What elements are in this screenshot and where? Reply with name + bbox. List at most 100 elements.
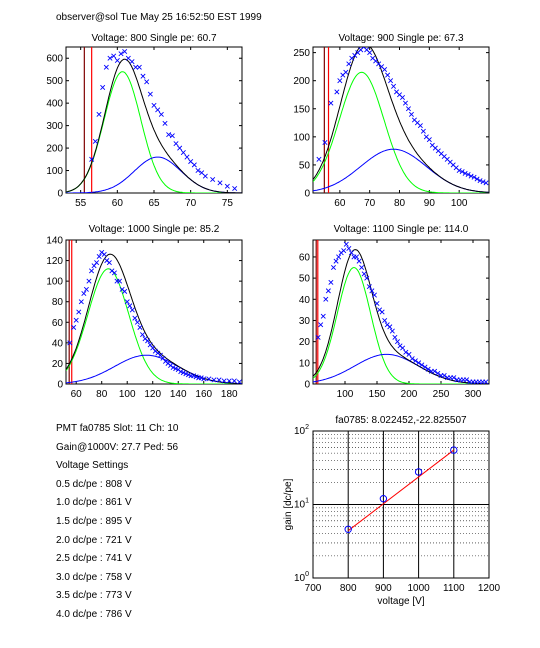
y-tick-label: 20 [299,337,311,348]
data-point [367,50,373,56]
x-tick-label: 900 [375,583,392,594]
data-point [170,365,176,371]
data-point [392,334,398,340]
total-fit [313,47,489,193]
x-tick-label: 300 [465,389,482,400]
data-point [132,315,138,321]
data-point [328,100,334,106]
data-point [96,111,102,117]
data-point [136,64,142,70]
y-tick-label: 140 [46,236,63,247]
data-point [221,378,227,384]
data-point [334,89,340,95]
data-point [94,260,100,266]
data-point [195,168,201,174]
data-point [465,171,471,177]
setting-item: 3.0 dc/pe : 758 V [56,571,132,583]
x-tick-label: 70 [364,198,376,209]
y-tick-label: 200 [46,144,63,155]
data-point [180,150,186,156]
plot-frame [65,239,243,385]
data-point [92,138,98,144]
x-tick-label: 90 [424,198,436,209]
x-tick-label: 75 [222,198,234,209]
pmt-info-panel: PMT fa0785 Slot: 11 Ch: 10 Gain@1000V: 2… [56,420,178,625]
y-tick-label: 40 [299,295,311,306]
data-point [394,339,400,345]
data-point [111,53,117,59]
x-tick-label: 1100 [443,583,465,594]
data-point [330,265,336,271]
y-tick-label: 50 [299,274,311,285]
data-point [147,91,153,97]
data-point [316,156,322,162]
setting-item: 2.0 dc/pe : 721 V [56,534,132,546]
data-point [391,83,397,89]
y-tick-label: 50 [299,160,311,171]
data-point [183,371,189,377]
data-point [162,120,168,126]
data-point [371,292,377,298]
y-tick-label: 60 [52,318,64,329]
data-point [406,351,412,357]
plot-area [313,240,489,384]
x-tick-label: 180 [221,389,238,400]
data-point [144,79,150,85]
data-point [177,145,183,151]
data-point [323,296,329,302]
x-tick-label: 120 [144,389,161,400]
total-fit [66,58,242,193]
data-point [471,174,477,180]
data-point [420,128,426,134]
plot-2-title: Voltage: 900 Single pe: 67.3 [338,33,464,44]
data-point [124,299,130,305]
gain-data-point [344,525,352,533]
data-point [346,245,352,251]
data-point [180,370,186,376]
data-point [206,376,212,382]
data-point [474,176,480,182]
x-tick-label: 200 [401,389,418,400]
y-tick-label: 250 [293,48,310,59]
x-tick-label: 60 [71,389,83,400]
y-tick-label: 102 [294,424,309,437]
data-point [193,374,199,380]
x-axis-label: voltage [V] [377,596,424,607]
data-point [232,185,238,192]
x-tick-label: 80 [394,198,406,209]
data-point [140,332,146,338]
data-point [337,78,343,84]
plot-1-title: Voltage: 800 Single pe: 60.7 [91,33,217,44]
x-tick-label: 100 [451,198,468,209]
data-point [346,61,352,67]
data-point [166,132,172,138]
data-point [88,268,95,274]
data-point [356,258,362,264]
data-point [432,368,438,374]
data-point [409,356,415,362]
x-tick-label: 55 [75,198,87,209]
data-point [216,377,222,383]
data-point [382,317,388,323]
data-point [419,362,425,368]
gain-data-point [450,446,458,454]
plot-area [313,47,489,193]
data-point [403,349,409,355]
data-point [117,278,123,284]
data-point [191,373,197,379]
data-point [361,271,367,277]
data-point [374,301,380,307]
data-point [426,137,432,143]
data-point [191,162,197,168]
data-point [369,288,375,294]
data-point [477,178,483,184]
data-point [425,366,431,372]
x-tick-label: 70 [185,198,197,209]
data-point [354,254,360,260]
data-point [328,279,334,285]
y-tick-exponent: 2 [305,424,309,431]
